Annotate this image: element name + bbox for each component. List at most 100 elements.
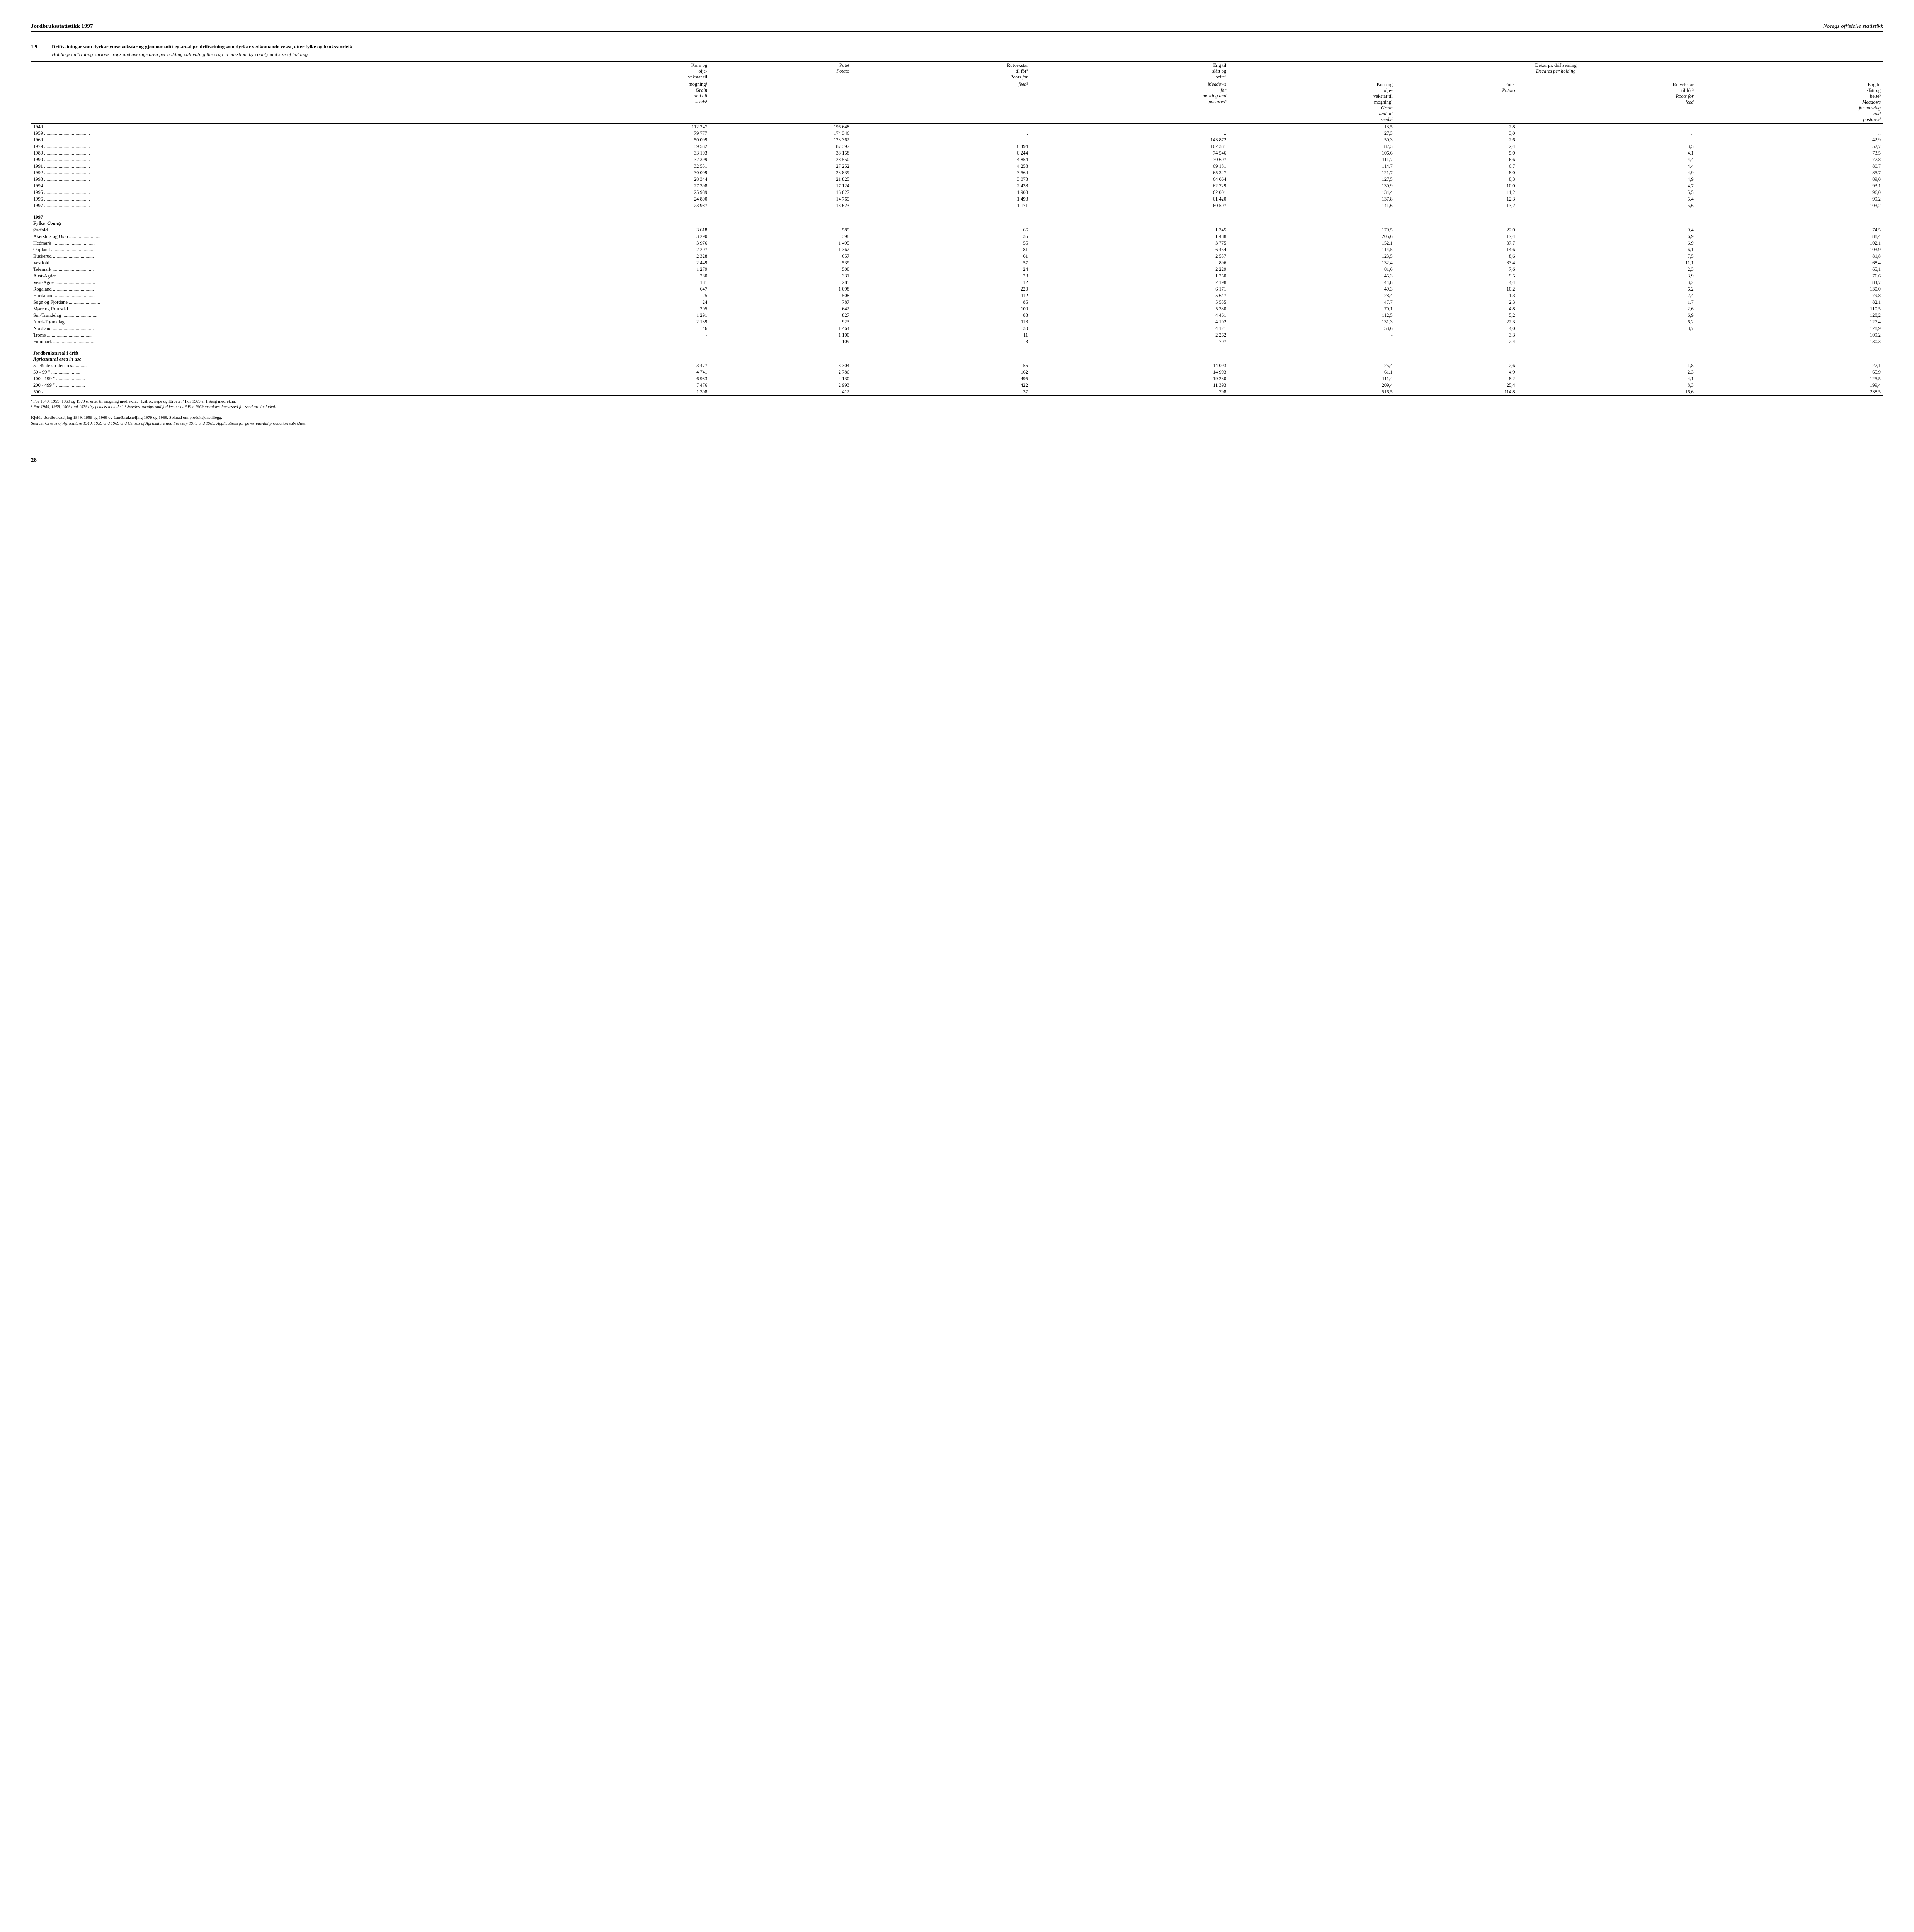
cell: - [1228, 332, 1395, 338]
cell: 1 345 [1030, 227, 1228, 233]
section-area-nb: Jordbruksareal i driftAgricultural area … [31, 345, 1883, 362]
cell: 199,4 [1696, 382, 1883, 389]
cell: 6,2 [1518, 319, 1696, 325]
cell: 45,3 [1228, 273, 1395, 279]
cell: 27 252 [709, 163, 852, 170]
cell: 3,5 [1518, 143, 1696, 150]
cell: 707 [1030, 338, 1228, 345]
cell: .. [1518, 137, 1696, 143]
cell: 6,6 [1395, 156, 1518, 163]
cell: 33,4 [1395, 260, 1518, 266]
row-label: 1994 ...................................… [31, 183, 543, 189]
cell: .. [852, 123, 1030, 130]
page-number: 28 [31, 457, 1883, 464]
cell: 2 449 [543, 260, 710, 266]
row-label: 1995 ...................................… [31, 189, 543, 196]
cell: 11 393 [1030, 382, 1228, 389]
cell: 2 438 [852, 183, 1030, 189]
table-row: 1994 ...................................… [31, 183, 1883, 189]
cell: 52,7 [1696, 143, 1883, 150]
cell: 787 [709, 299, 852, 306]
cell: 96,0 [1696, 189, 1883, 196]
cell: 2 537 [1030, 253, 1228, 260]
cell: 3,3 [1395, 332, 1518, 338]
cell: 24 [852, 266, 1030, 273]
footnote-nb: ¹ For 1949, 1959, 1969 og 1979 er erter … [31, 399, 1883, 404]
table-row: Møre og Romsdal ........................… [31, 306, 1883, 312]
cell: 3 564 [852, 170, 1030, 176]
cell: 12 [852, 279, 1030, 286]
cell: 2 139 [543, 319, 710, 325]
cell: 2,8 [1395, 123, 1518, 130]
cell: 3,0 [1395, 130, 1518, 137]
cell: 657 [709, 253, 852, 260]
cell: 8,6 [1395, 253, 1518, 260]
cell: 2,4 [1395, 143, 1518, 150]
col6-head: PotetPotato [1395, 81, 1518, 123]
cell: 57 [852, 260, 1030, 266]
cell: 23 839 [709, 170, 852, 176]
cell: 196 648 [709, 123, 852, 130]
cell: 77,8 [1696, 156, 1883, 163]
cell: 73,5 [1696, 150, 1883, 156]
cell: 143 872 [1030, 137, 1228, 143]
cell: 62 001 [1030, 189, 1228, 196]
cell: .. [1030, 130, 1228, 137]
cell: 42,9 [1696, 137, 1883, 143]
cell: 50 099 [543, 137, 710, 143]
cell: 16,6 [1518, 389, 1696, 396]
page-header: Jordbruksstatistikk 1997 Noregs offisiel… [31, 23, 1883, 32]
table-row: Nordland ...............................… [31, 325, 1883, 332]
cell: 4,9 [1518, 170, 1696, 176]
cell: 102,1 [1696, 240, 1883, 247]
cell: 4,8 [1395, 306, 1518, 312]
cell: 13,2 [1395, 202, 1518, 209]
row-label: Nordland ...............................… [31, 325, 543, 332]
cell: 123 362 [709, 137, 852, 143]
table-row: 50 - 99 " ........................4 7412… [31, 369, 1883, 376]
cell: 179,5 [1228, 227, 1395, 233]
cell: 6 171 [1030, 286, 1228, 293]
cell: 3 073 [852, 176, 1030, 183]
cell: 4,4 [1518, 156, 1696, 163]
row-label: Aust-Agder .............................… [31, 273, 543, 279]
row-label: 1997 ...................................… [31, 202, 543, 209]
cell: 1 098 [709, 286, 852, 293]
cell: 112,5 [1228, 312, 1395, 319]
cell: 4 854 [852, 156, 1030, 163]
row-label: 200 - 499 " ........................ [31, 382, 543, 389]
row-label: Telemark ...............................… [31, 266, 543, 273]
cell: 4,4 [1518, 163, 1696, 170]
cell: 3,9 [1518, 273, 1696, 279]
cell: 70,1 [1228, 306, 1395, 312]
cell: 49,3 [1228, 286, 1395, 293]
cell: 127,5 [1228, 176, 1395, 183]
table-row: 100 - 199 " ........................6 98… [31, 376, 1883, 382]
cell: 13,5 [1228, 123, 1395, 130]
cell: .. [1696, 123, 1883, 130]
cell: 2,6 [1518, 306, 1696, 312]
cell: 2,3 [1395, 299, 1518, 306]
cell: 516,5 [1228, 389, 1395, 396]
table-row: Sør-Trøndelag ..........................… [31, 312, 1883, 319]
table-row: Buskerud ...............................… [31, 253, 1883, 260]
cell: 11 [852, 332, 1030, 338]
table-row: 1996 ...................................… [31, 196, 1883, 202]
cell: 6,2 [1518, 286, 1696, 293]
cell: 4 461 [1030, 312, 1228, 319]
cell: 55 [852, 240, 1030, 247]
cell: 7,5 [1518, 253, 1696, 260]
cell: 3 775 [1030, 240, 1228, 247]
table-row: Aust-Agder .............................… [31, 273, 1883, 279]
cell: 3 618 [543, 227, 710, 233]
cell: 125,5 [1696, 376, 1883, 382]
col8-head: Eng tilslått ogbeite³Meadowsfor mowingan… [1696, 81, 1883, 123]
table-row: 200 - 499 " ........................7 47… [31, 382, 1883, 389]
cell: 66 [852, 227, 1030, 233]
cell: 8,7 [1518, 325, 1696, 332]
cell: 109 [709, 338, 852, 345]
source-nb: Kjelde: Jordbruksteljing 1949, 1959 og 1… [31, 415, 1883, 420]
cell: 28 344 [543, 176, 710, 183]
table-row: 1979 ...................................… [31, 143, 1883, 150]
cell: 3 304 [709, 362, 852, 369]
